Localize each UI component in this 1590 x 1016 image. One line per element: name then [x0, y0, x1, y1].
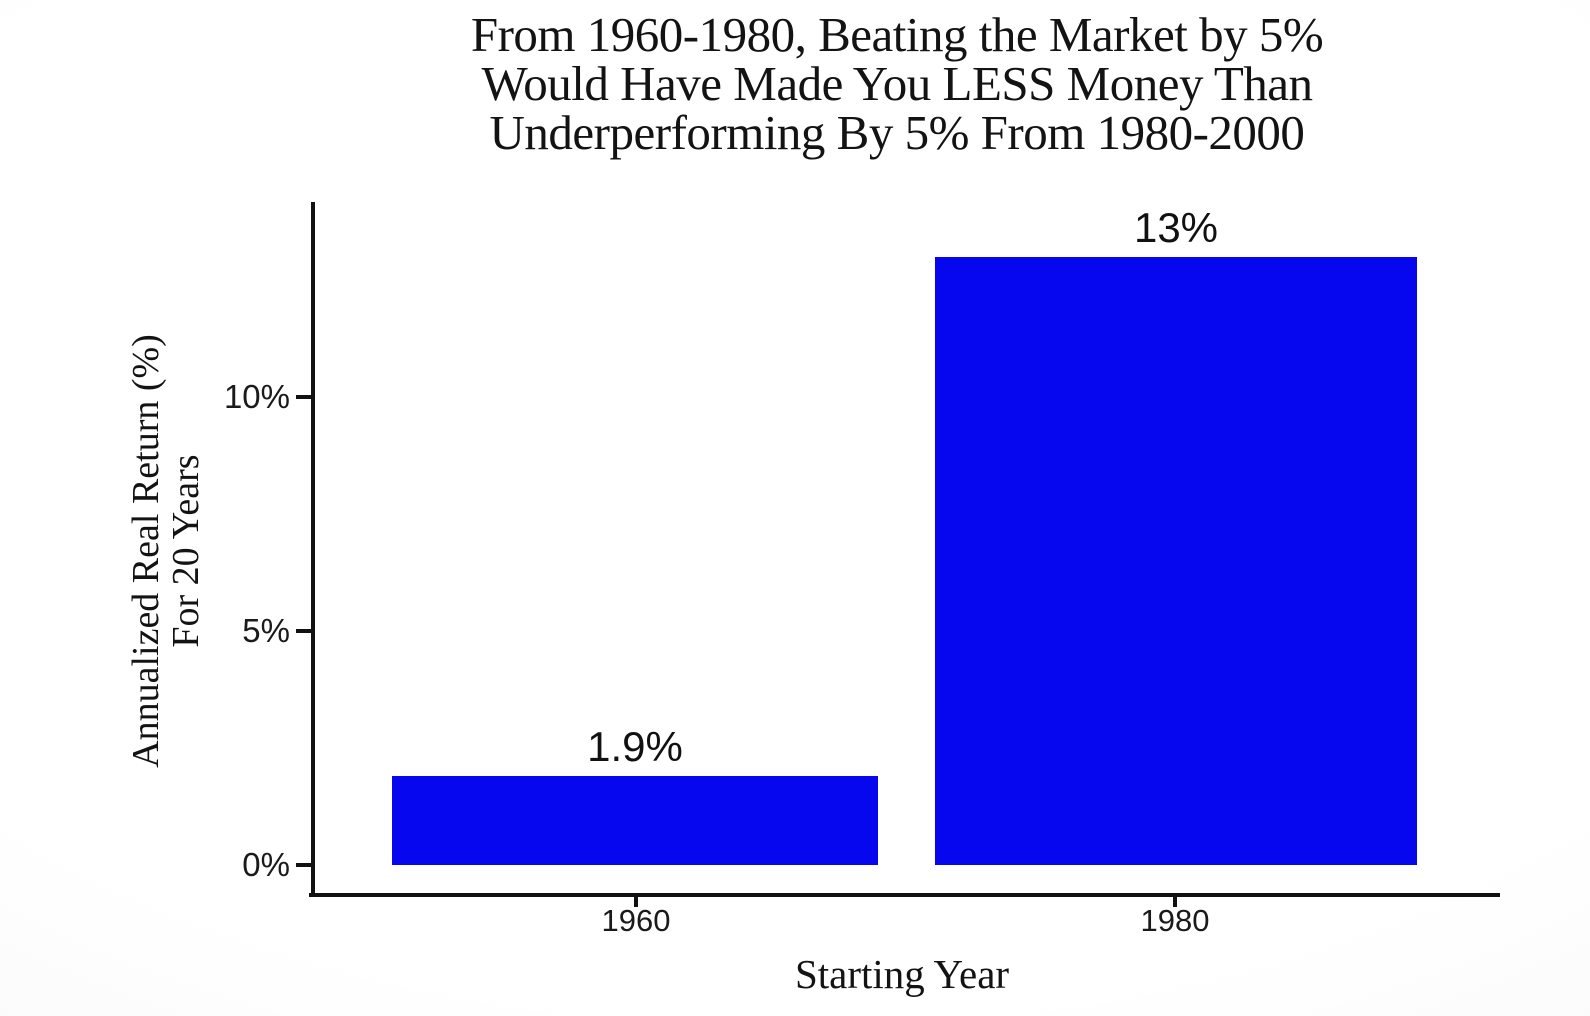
- y-tick-label-5: 5%: [242, 612, 290, 649]
- y-axis-line: [311, 202, 315, 897]
- x-tick-label-1960: 1960: [601, 903, 671, 938]
- y-axis-title: Annualized Real Return (%) For 20 Years: [125, 301, 207, 801]
- x-tick-mark-1980: [1173, 893, 1177, 907]
- chart-title-line-1: From 1960-1980, Beating the Market by 5%: [470, 7, 1324, 62]
- y-axis-title-line-2: For 20 Years: [165, 454, 207, 648]
- bar-1980: [935, 256, 1417, 865]
- x-tick-label-1980: 1980: [1140, 903, 1210, 938]
- y-axis-title-line-1: Annualized Real Return (%): [125, 334, 167, 768]
- y-tick-mark-0: [296, 863, 311, 867]
- plot-value-area: 1.9% 13%: [311, 202, 1500, 865]
- chart-title-line-3: Underperforming By 5% From 1980-2000: [489, 105, 1305, 160]
- y-tick-label-10: 10%: [223, 378, 290, 415]
- chart-title-line-2: Would Have Made You LESS Money Than: [481, 56, 1313, 111]
- y-tick-mark-5: [296, 629, 311, 633]
- x-axis-line: [309, 893, 1500, 897]
- y-tick-label-0: 0%: [242, 846, 290, 883]
- chart-title: From 1960-1980, Beating the Market by 5%…: [302, 10, 1492, 157]
- y-tick-mark-10: [296, 395, 311, 399]
- x-axis-title: Starting Year: [794, 951, 1010, 997]
- x-tick-mark-1960: [634, 893, 638, 907]
- bar-1960: [392, 776, 878, 865]
- bar-label-1960: 1.9%: [587, 723, 683, 771]
- bar-label-1980: 13%: [1133, 203, 1219, 251]
